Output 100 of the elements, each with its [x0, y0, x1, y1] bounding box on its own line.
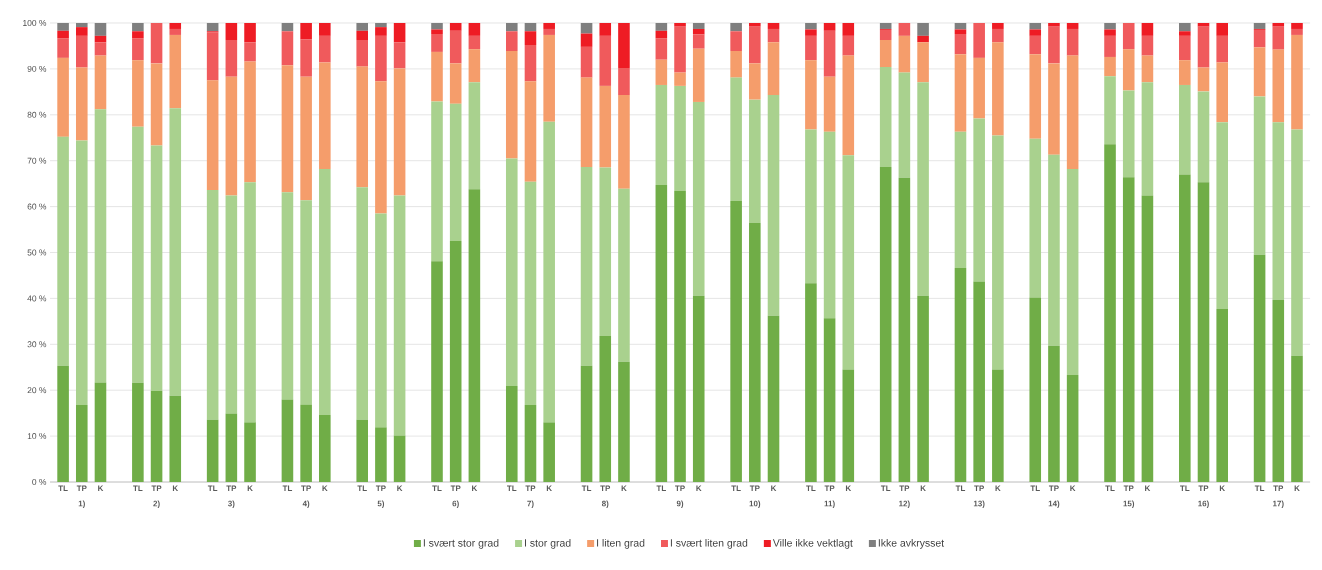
bar [1197, 91, 1210, 183]
bar [655, 59, 668, 85]
bar [206, 23, 219, 32]
bar [730, 50, 742, 78]
bar [618, 361, 630, 482]
bar [917, 23, 929, 36]
bar [169, 34, 182, 109]
bar [1048, 345, 1060, 482]
bar [1122, 177, 1135, 482]
bar [954, 54, 967, 132]
bar [1216, 35, 1228, 63]
bar [300, 404, 312, 482]
bar [244, 23, 256, 43]
bar [823, 30, 836, 77]
legend-label: Ikke avkrysset [878, 538, 945, 549]
bar [75, 35, 88, 68]
bar [1179, 174, 1191, 482]
bar [674, 23, 686, 27]
bar [917, 42, 929, 83]
bar [842, 369, 855, 482]
bar [749, 63, 761, 100]
bar [1066, 168, 1079, 376]
bar [1104, 23, 1116, 30]
bar [599, 35, 612, 86]
bar [805, 283, 817, 482]
bar [674, 26, 686, 73]
bar [1197, 182, 1210, 482]
bar [767, 23, 780, 29]
bar [1253, 29, 1266, 48]
bar [823, 131, 836, 319]
bar [431, 34, 443, 52]
bar [954, 34, 967, 55]
bar [1216, 122, 1228, 309]
bar [132, 23, 144, 32]
bar [206, 419, 219, 482]
bar [449, 241, 462, 482]
bar [655, 30, 668, 39]
bar [393, 42, 406, 69]
bar [206, 32, 219, 81]
bar [599, 336, 612, 482]
bar [1179, 35, 1191, 61]
legend-label: I stor grad [525, 538, 571, 549]
bar [75, 27, 88, 36]
bar [1179, 23, 1191, 32]
bar [300, 23, 312, 40]
bar [244, 61, 256, 183]
bar [1272, 23, 1285, 27]
y-tick-label: 30 % [27, 341, 47, 348]
bar [543, 28, 555, 35]
bar [973, 118, 985, 282]
bar [132, 126, 144, 383]
bar [356, 39, 369, 67]
bar [505, 50, 518, 159]
bar [805, 60, 817, 130]
bar [842, 23, 855, 36]
bar [244, 182, 256, 423]
bar [356, 23, 369, 31]
bar [150, 145, 163, 392]
legend-label: I svært stor grad [423, 538, 499, 549]
bar [580, 46, 593, 78]
bar [449, 30, 462, 64]
bar [992, 135, 1004, 370]
bar [618, 23, 630, 68]
bar [1048, 63, 1060, 155]
bar [1197, 23, 1210, 27]
bar [1253, 254, 1266, 482]
bar [1066, 55, 1079, 169]
bar [393, 68, 406, 196]
bar [879, 39, 892, 68]
bar [580, 167, 593, 366]
bar [431, 29, 443, 35]
bar [992, 23, 1004, 29]
bar [1066, 23, 1079, 29]
bar [94, 109, 107, 383]
bar [356, 419, 369, 482]
bar [94, 23, 107, 36]
bar [431, 101, 443, 262]
bar [973, 57, 985, 119]
bar [94, 55, 107, 110]
bar [730, 201, 742, 482]
bar [150, 23, 163, 64]
bar [823, 318, 836, 482]
bar [1048, 154, 1060, 346]
bar [692, 48, 705, 102]
bar [543, 23, 555, 29]
bar [805, 35, 817, 61]
bar [1291, 355, 1303, 482]
bar [57, 136, 69, 366]
bar [580, 77, 593, 168]
bar [749, 26, 761, 64]
bar [431, 51, 443, 102]
bar [1066, 375, 1079, 482]
bar [206, 190, 219, 420]
bar [300, 76, 312, 201]
bar [524, 31, 537, 46]
bar [842, 155, 855, 370]
bar [468, 49, 481, 83]
bar [749, 223, 761, 482]
bar [468, 23, 481, 36]
bar [674, 190, 686, 482]
